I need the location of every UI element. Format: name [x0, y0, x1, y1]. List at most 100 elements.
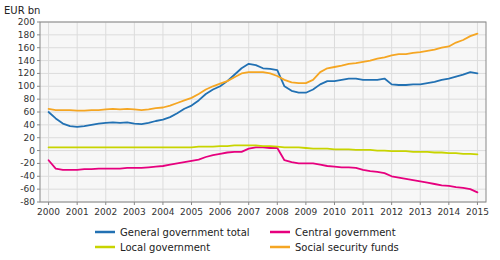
grid-line-y — [40, 189, 486, 190]
y-tick-label: 140 — [18, 56, 35, 66]
y-tick-label: 180 — [18, 30, 35, 40]
series-group — [49, 34, 478, 193]
y-tick-label: -40 — [20, 171, 35, 181]
grid-line-y — [40, 99, 486, 100]
legend-label: Local government — [120, 242, 210, 253]
y-tick — [37, 202, 40, 203]
plot-frame — [40, 22, 486, 202]
y-tick — [37, 150, 40, 151]
x-tick — [334, 202, 335, 205]
y-tick-label: 80 — [24, 94, 36, 104]
y-tick — [37, 189, 40, 190]
x-tick-label: 2015 — [466, 207, 489, 217]
x-tick — [448, 202, 449, 205]
x-tick-label: 2011 — [352, 207, 375, 217]
y-tick-label: 100 — [18, 81, 35, 91]
y-tick-label: 60 — [24, 107, 36, 117]
y-tick — [37, 137, 40, 138]
grid-line-y — [40, 34, 486, 35]
y-tick — [37, 112, 40, 113]
grid-line-y — [40, 60, 486, 61]
grid-line-y — [40, 124, 486, 125]
x-tick — [77, 202, 78, 205]
x-tick — [477, 202, 478, 205]
x-tick-label: 2001 — [66, 207, 89, 217]
legend-swatch — [95, 231, 115, 234]
grid-line-x — [334, 22, 335, 202]
legend-swatch — [270, 231, 290, 234]
y-tick-label: 120 — [18, 68, 35, 78]
grid-line-x — [420, 22, 421, 202]
x-tick — [363, 202, 364, 205]
legend: General government total Central governme… — [95, 227, 399, 253]
y-tick — [37, 34, 40, 35]
grid-line-x — [477, 22, 478, 202]
y-tick — [37, 73, 40, 74]
y-tick-label: 160 — [18, 43, 35, 53]
grid-line-x — [277, 22, 278, 202]
x-tick-label: 2013 — [409, 207, 432, 217]
grid-line-y — [40, 176, 486, 177]
y-tick-label: 20 — [24, 133, 36, 143]
grid-line-x — [105, 22, 106, 202]
x-tick — [277, 202, 278, 205]
x-tick-label: 2014 — [437, 207, 460, 217]
legend-label: General government total — [120, 227, 250, 238]
x-tick — [48, 202, 49, 205]
x-tick — [134, 202, 135, 205]
legend-swatch — [95, 246, 115, 249]
legend-label: Social security funds — [295, 242, 399, 253]
grid-line-y — [40, 47, 486, 48]
grid-line-x — [305, 22, 306, 202]
x-tick-label: 2004 — [151, 207, 174, 217]
legend-label: Central government — [295, 227, 396, 238]
y-tick — [37, 124, 40, 125]
series-line — [49, 34, 478, 111]
x-tick-label: 2012 — [380, 207, 403, 217]
grid-line-x — [162, 22, 163, 202]
x-tick-label: 2003 — [123, 207, 146, 217]
x-tick-label: 2009 — [294, 207, 317, 217]
y-tick-label: -20 — [20, 158, 35, 168]
series-line — [49, 145, 478, 154]
y-tick-label: 0 — [29, 146, 35, 156]
x-tick — [420, 202, 421, 205]
x-tick-label: 2005 — [180, 207, 203, 217]
x-tick-label: 2008 — [266, 207, 289, 217]
grid-line-y — [40, 163, 486, 164]
grid-line-y — [40, 137, 486, 138]
ticks: -80-60-40-200204060801001201401601802002… — [18, 17, 489, 217]
grid-line-x — [448, 22, 449, 202]
x-tick-label: 2000 — [37, 207, 60, 217]
y-tick — [37, 163, 40, 164]
plot-area — [40, 22, 486, 202]
grid-line-x — [77, 22, 78, 202]
x-tick — [162, 202, 163, 205]
series-line — [49, 64, 478, 127]
grid-line-x — [191, 22, 192, 202]
grid-line-y — [40, 73, 486, 74]
grid-line-y — [40, 86, 486, 87]
y-tick — [37, 86, 40, 87]
x-tick — [391, 202, 392, 205]
y-tick-label: -60 — [20, 184, 35, 194]
x-tick — [191, 202, 192, 205]
x-tick-label: 2010 — [323, 207, 346, 217]
grid-line-x — [134, 22, 135, 202]
x-tick — [305, 202, 306, 205]
y-tick-label: -80 — [20, 197, 35, 207]
grid — [40, 22, 486, 202]
grid-line-x — [363, 22, 364, 202]
grid-line-x — [391, 22, 392, 202]
y-axis-label: EUR bn — [4, 5, 40, 16]
y-tick-label: 200 — [18, 17, 35, 27]
grid-line-y — [40, 150, 486, 151]
x-tick — [248, 202, 249, 205]
y-tick — [37, 22, 40, 23]
y-tick — [37, 99, 40, 100]
y-tick — [37, 176, 40, 177]
grid-line-x — [220, 22, 221, 202]
grid-line-x — [248, 22, 249, 202]
legend-swatch — [270, 246, 290, 249]
x-tick-label: 2007 — [237, 207, 260, 217]
